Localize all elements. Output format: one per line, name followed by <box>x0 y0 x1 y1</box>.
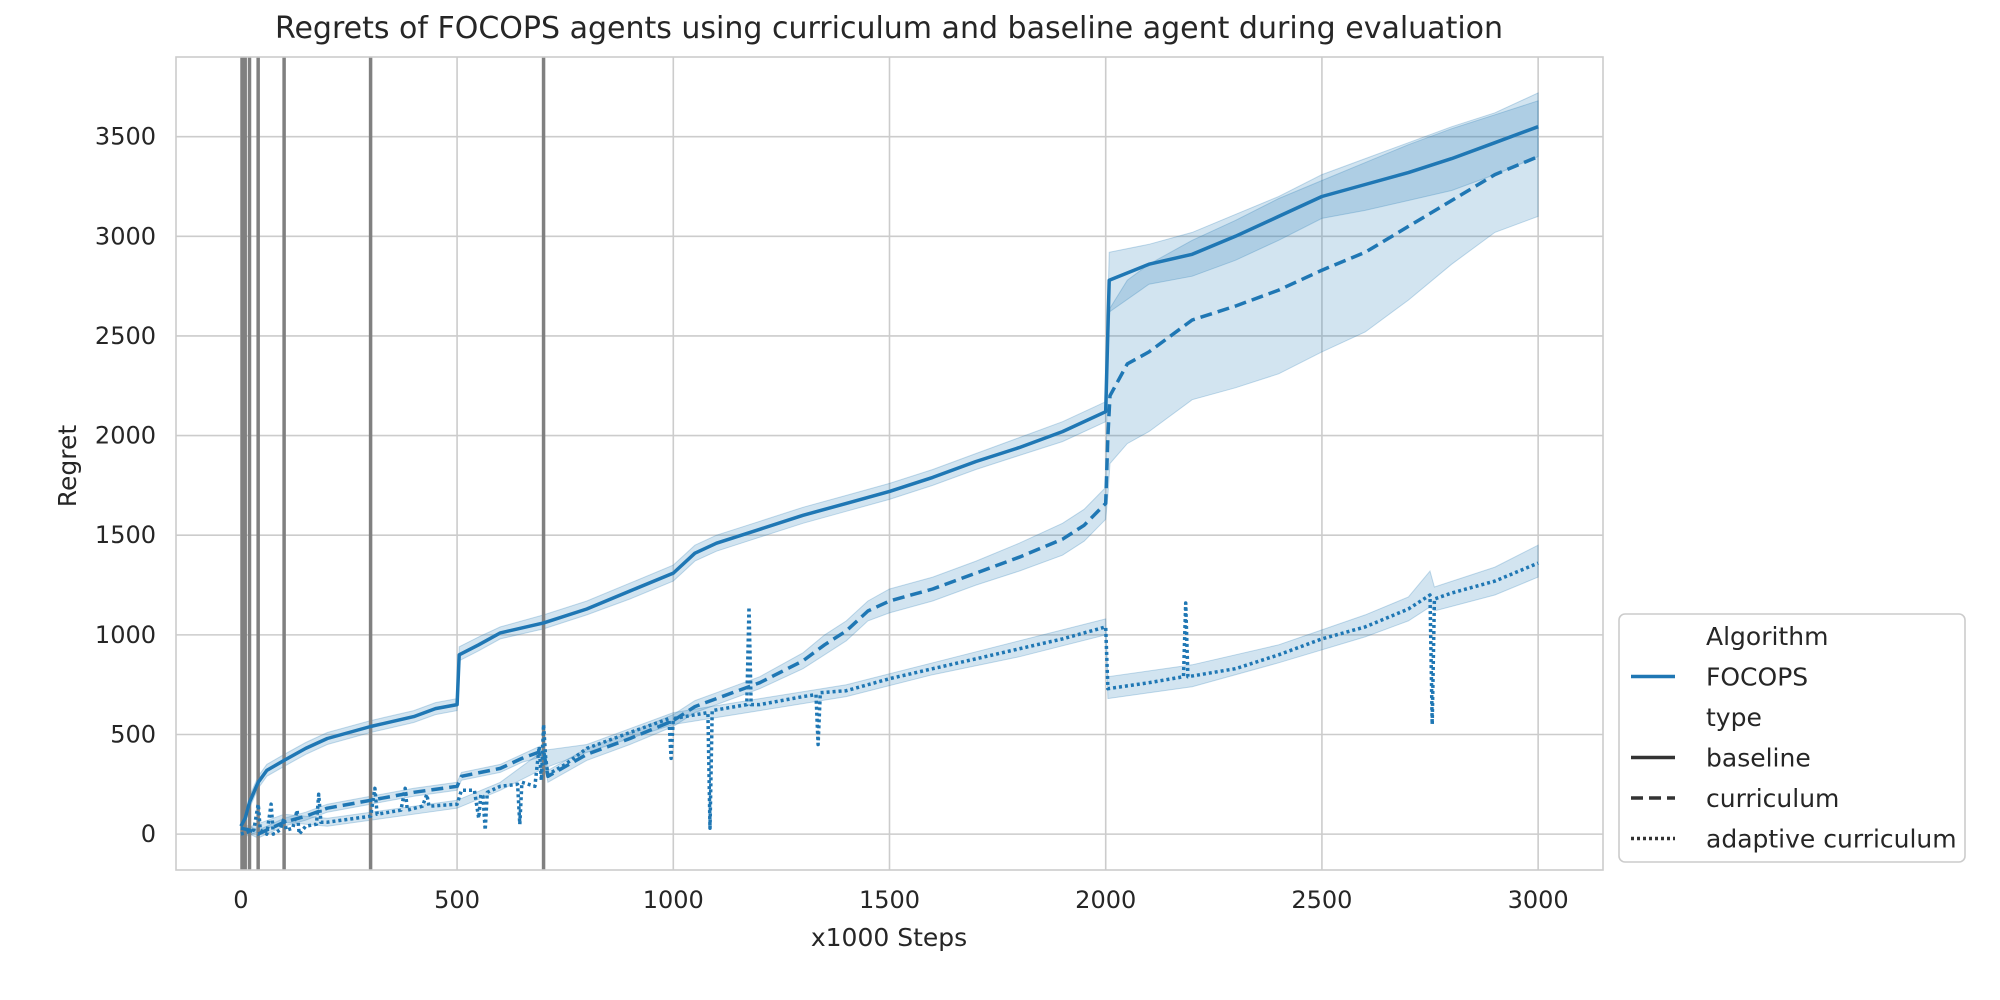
series-line-adaptive-curriculum <box>240 561 1539 836</box>
tick-labels: 0 500 1000 1500 2000 2500 3000 0 500 1000 1500 2000… <box>95 123 1569 914</box>
legend-label-type: type <box>1706 703 1762 732</box>
y-axis-label: Regret <box>53 425 82 508</box>
series-lines <box>239 125 1539 836</box>
legend: Algorithm FOCOPS type baseline curriculum ada… <box>1618 613 1966 863</box>
vertical-reference-lines <box>240 57 546 870</box>
legend-label-focops: FOCOPS <box>1706 663 1808 692</box>
x-tick-label: 0 <box>233 886 248 914</box>
y-tick-label: 2000 <box>95 422 156 450</box>
legend-label-baseline: baseline <box>1706 744 1811 773</box>
series-line-curriculum <box>240 154 1539 836</box>
plot-frame <box>175 56 1604 871</box>
x-tick-label: 2000 <box>1075 886 1136 914</box>
y-tick-label: 3500 <box>95 123 156 151</box>
legend-box <box>1618 613 1966 863</box>
legend-label-adaptive-curriculum: adaptive curriculum <box>1706 825 1957 854</box>
x-tick-label: 3000 <box>1508 886 1569 914</box>
x-tick-label: 1000 <box>643 886 704 914</box>
x-tick-label: 2500 <box>1291 886 1352 914</box>
confidence-band-baseline <box>240 92 1539 830</box>
y-tick-label: 2500 <box>95 322 156 350</box>
x-tick-label: 500 <box>434 886 480 914</box>
grid-lines <box>176 57 1603 870</box>
y-tick-label: 3000 <box>95 222 156 250</box>
y-tick-label: 1000 <box>95 621 156 649</box>
y-tick-label: 500 <box>110 721 156 749</box>
chart-title: Regrets of FOCOPS agents using curriculu… <box>275 11 1503 46</box>
legend-label-algorithm: Algorithm <box>1706 622 1828 651</box>
x-axis-label: x1000 Steps <box>811 923 967 952</box>
y-tick-label: 1500 <box>95 521 156 549</box>
series-line-baseline <box>239 125 1539 828</box>
legend-label-curriculum: curriculum <box>1706 784 1839 813</box>
x-tick-label: 1500 <box>859 886 920 914</box>
y-tick-label: 0 <box>141 820 156 848</box>
plot-frame-border <box>175 56 1604 871</box>
